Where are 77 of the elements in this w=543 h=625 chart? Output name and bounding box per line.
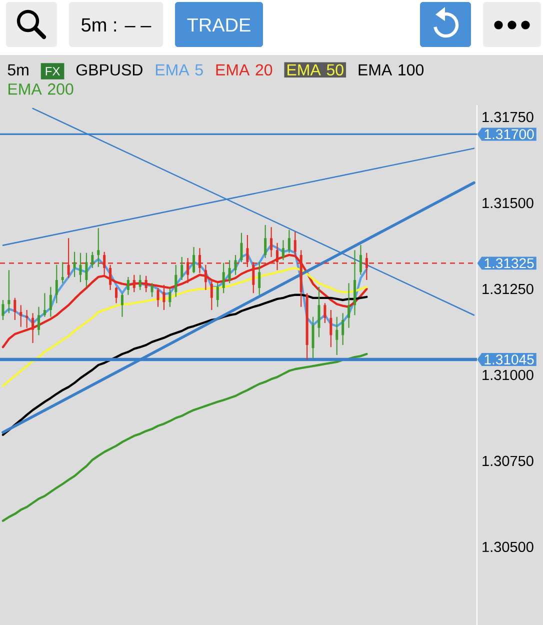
candlestick bbox=[306, 293, 308, 360]
text: EMA 20 bbox=[216, 64, 272, 76]
candlestick bbox=[282, 240, 284, 260]
candlestick bbox=[186, 258, 190, 284]
candlestick bbox=[162, 284, 166, 310]
candlestick bbox=[49, 286, 52, 317]
candlestick bbox=[115, 286, 118, 304]
candlestick bbox=[55, 264, 58, 304]
candlestick bbox=[348, 283, 350, 328]
candlestick bbox=[79, 252, 82, 282]
text: EMA 5 bbox=[156, 64, 203, 76]
text: TRADE bbox=[187, 18, 250, 32]
text: EMA 100 bbox=[358, 64, 424, 76]
text: EMA 200 bbox=[8, 83, 74, 95]
candlestick bbox=[120, 293, 124, 317]
candlestick bbox=[132, 274, 136, 292]
candlestick bbox=[354, 250, 356, 316]
candlestick bbox=[85, 252, 88, 287]
text: 5m : – – bbox=[82, 18, 152, 32]
candlestick bbox=[216, 283, 219, 307]
candlestick bbox=[150, 283, 154, 297]
candlestick bbox=[174, 264, 178, 297]
candlestick bbox=[192, 247, 196, 274]
candlestick bbox=[14, 298, 16, 320]
candlestick bbox=[144, 276, 148, 292]
candlestick bbox=[270, 227, 273, 258]
candlestick bbox=[73, 252, 76, 277]
ref-line-label: 1.31325 bbox=[484, 258, 534, 268]
candlestick bbox=[246, 235, 249, 267]
ref-line-label: 1.31700 bbox=[484, 129, 534, 140]
y-tick-label: 1.31500 bbox=[482, 198, 534, 208]
y-tick-label: 1.30500 bbox=[482, 542, 534, 552]
candlestick bbox=[32, 313, 34, 343]
ref-line-label: 1.31045 bbox=[484, 354, 534, 364]
text: FX bbox=[46, 67, 60, 76]
candlestick bbox=[2, 300, 4, 320]
candlestick bbox=[138, 274, 142, 290]
y-tick-label: 1.31000 bbox=[482, 370, 534, 380]
candlestick bbox=[318, 286, 320, 338]
candlestick bbox=[228, 260, 231, 284]
y-tick-label: 1.30750 bbox=[482, 456, 534, 466]
candlestick bbox=[252, 262, 255, 294]
candlestick bbox=[26, 310, 28, 328]
y-tick-label: 1.31750 bbox=[482, 112, 534, 122]
candlestick bbox=[264, 225, 267, 258]
candlestick bbox=[8, 270, 10, 314]
candlestick bbox=[210, 280, 213, 310]
candlestick bbox=[43, 293, 46, 317]
candlestick bbox=[336, 316, 338, 356]
candlestick bbox=[204, 264, 207, 290]
candlestick bbox=[67, 238, 70, 278]
candlestick bbox=[240, 232, 243, 262]
candlestick bbox=[126, 276, 130, 295]
candlestick bbox=[312, 316, 314, 358]
candlestick bbox=[20, 305, 22, 327]
candlestick bbox=[61, 262, 64, 284]
candlestick bbox=[222, 262, 225, 294]
candlestick bbox=[288, 230, 290, 253]
candlestick bbox=[109, 264, 112, 290]
text: 5m bbox=[8, 64, 28, 76]
candlestick bbox=[91, 252, 94, 268]
line-series bbox=[2, 244, 368, 328]
candlestick bbox=[258, 262, 261, 295]
candlestick bbox=[359, 244, 362, 275]
chart-title: GBPUSD bbox=[76, 64, 142, 76]
candlestick bbox=[365, 252, 368, 280]
candlestick bbox=[38, 306, 40, 336]
candlestick bbox=[234, 254, 237, 275]
candlestick bbox=[342, 313, 344, 346]
y-tick-label: 1.31250 bbox=[482, 284, 534, 294]
candlestick bbox=[156, 288, 160, 307]
candlestick bbox=[180, 257, 184, 280]
candlestick bbox=[330, 310, 332, 348]
text: EMA 50 bbox=[288, 64, 344, 76]
candlestick bbox=[324, 303, 326, 324]
candlestick bbox=[97, 228, 100, 267]
candlestick bbox=[168, 288, 172, 307]
